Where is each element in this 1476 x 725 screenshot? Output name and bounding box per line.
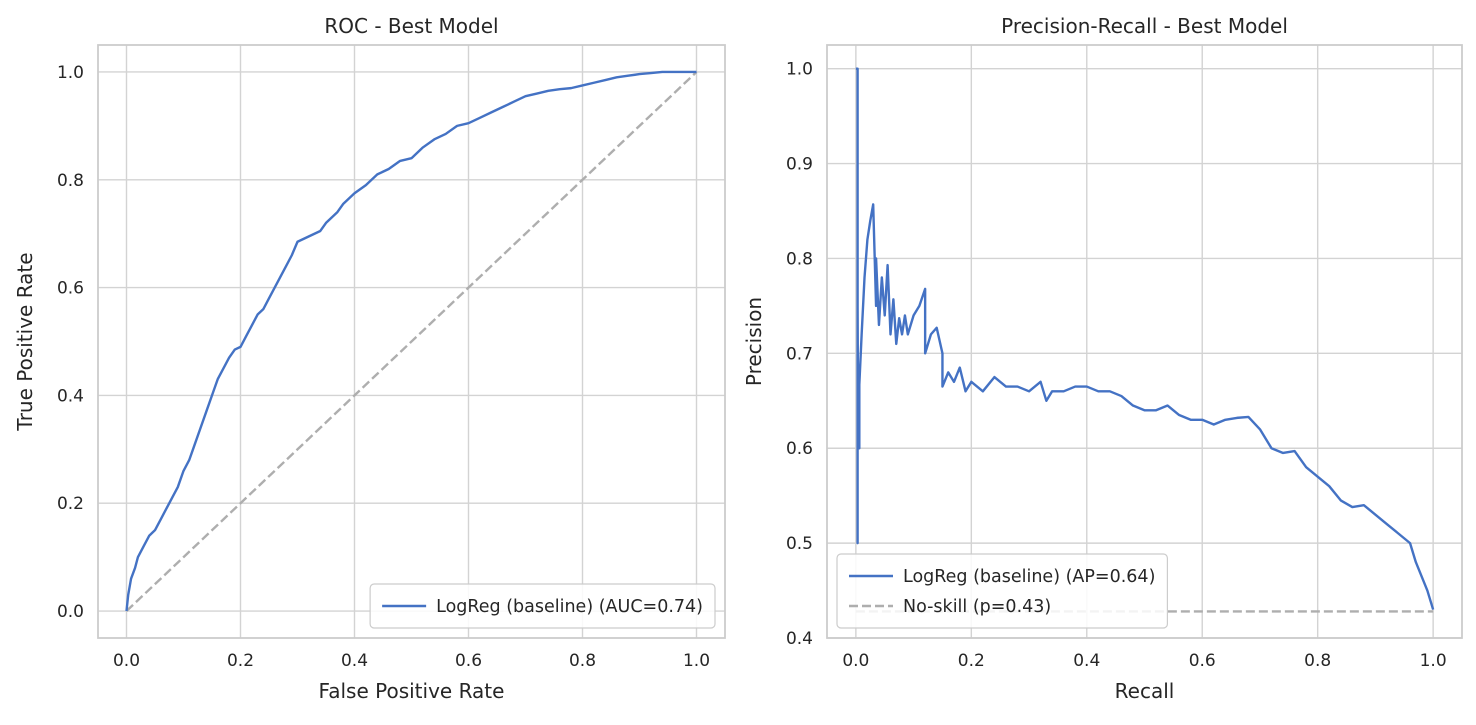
roc-x-axis-label: False Positive Rate <box>319 679 505 703</box>
roc-x-tick-label-0: 0.0 <box>113 651 140 671</box>
pr-y-axis-label: Precision <box>742 297 766 386</box>
roc-x-tick-label-3: 0.6 <box>455 651 482 671</box>
pr-title: Precision-Recall - Best Model <box>1001 14 1288 38</box>
roc-title: ROC - Best Model <box>324 14 498 38</box>
pr-y-tick-label-2: 0.6 <box>786 439 813 459</box>
pr-plot-area <box>827 45 1462 638</box>
roc-y-tick-label-0: 0.0 <box>57 602 84 622</box>
roc-series-0-line <box>125 70 697 612</box>
roc-y-tick-label-4: 0.8 <box>57 171 84 191</box>
pr-y-tick-label-3: 0.7 <box>786 344 813 364</box>
roc-x-tick-label-1: 0.2 <box>227 651 254 671</box>
pr-x-tick-label-3: 0.6 <box>1189 651 1216 671</box>
pr-x-tick-label-1: 0.2 <box>958 651 985 671</box>
pr-x-tick-label-2: 0.4 <box>1073 651 1100 671</box>
pr-y-tick-label-0: 0.4 <box>786 629 813 649</box>
roc-y-tick-label-3: 0.6 <box>57 279 84 299</box>
roc-x-tick-label-5: 1.0 <box>683 651 710 671</box>
roc-legend: LogReg (baseline) (AUC=0.74) <box>369 583 716 629</box>
pr-x-tick-label-0: 0.0 <box>842 651 869 671</box>
pr-y-tick-label-1: 0.5 <box>786 534 813 554</box>
roc-legend-box <box>369 583 716 629</box>
roc-x-tick-label-2: 0.4 <box>341 651 368 671</box>
roc-chart: 0.0 0.2 0.4 0.6 0.8 1.0 0.0 0.2 0.4 0.6 0.8 1.0 ROC … <box>13 14 726 703</box>
pr-legend-label-0: LogReg (baseline) (AP=0.64) <box>903 567 1155 587</box>
roc-x-tick-label-4: 0.8 <box>569 651 596 671</box>
roc-y-tick-label-1: 0.2 <box>57 494 84 514</box>
roc-y-tick-label-2: 0.4 <box>57 386 84 406</box>
pr-y-tick-label-6: 1.0 <box>786 60 813 80</box>
pr-y-tick-label-5: 0.9 <box>786 155 813 175</box>
pr-y-tick-label-4: 0.8 <box>786 249 813 269</box>
pr-x-tick-label-4: 0.8 <box>1304 651 1331 671</box>
pr-x-axis-label: Recall <box>1115 679 1175 703</box>
pr-axes-frame <box>826 44 1463 639</box>
pr-chart: 0.0 0.2 0.4 0.6 0.8 1.0 0.4 0.5 0.6 0.7 0.8 0.9 1.0 P… <box>742 14 1463 703</box>
roc-y-axis-label: True Positive Rate <box>13 252 37 431</box>
pr-legend: LogReg (baseline) (AP=0.64) No-skill (p=0… <box>836 553 1169 629</box>
roc-series-1-dashed-line <box>125 71 698 612</box>
roc-legend-label-0: LogReg (baseline) (AUC=0.74) <box>436 597 703 617</box>
pr-x-tick-label-5: 1.0 <box>1420 651 1447 671</box>
roc-axes-frame <box>97 44 726 639</box>
pr-series-0-line <box>855 67 1435 610</box>
roc-y-tick-label-5: 1.0 <box>57 63 84 83</box>
pr-legend-label-1: No-skill (p=0.43) <box>903 597 1051 617</box>
pr-legend-box <box>836 553 1169 629</box>
